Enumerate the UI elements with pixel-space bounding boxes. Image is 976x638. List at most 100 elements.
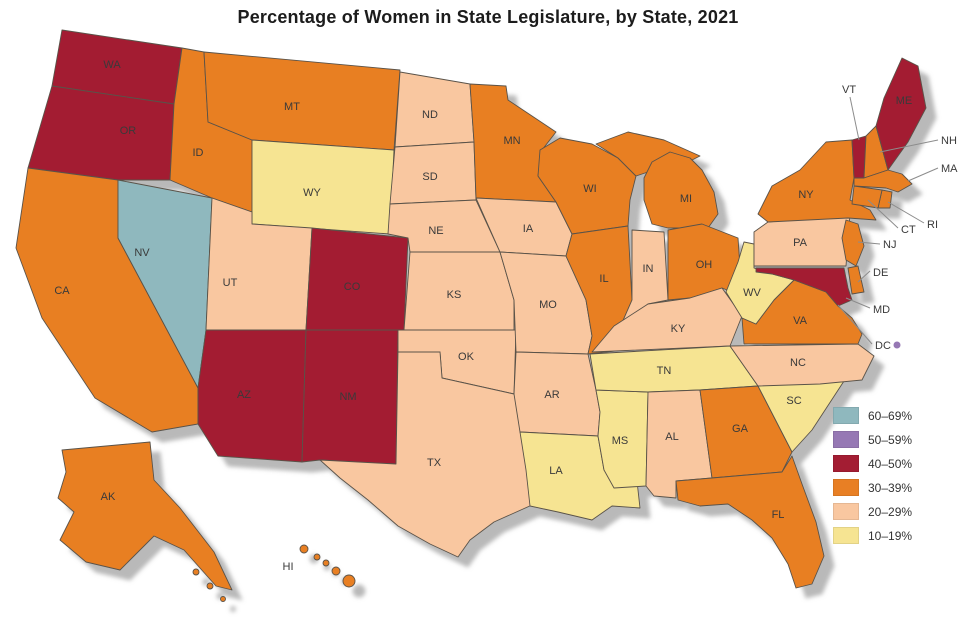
state-label-ia: IA (523, 223, 534, 235)
state-label-vt: VT (842, 84, 856, 96)
legend-item: 60–69% (833, 407, 912, 424)
state-label-la: LA (549, 465, 563, 477)
state-label-mt: MT (284, 101, 300, 113)
state-label-ar: AR (544, 389, 559, 401)
legend-item-label: 10–19% (868, 528, 913, 543)
legend-item: 40–50% (833, 455, 912, 472)
state-label-ca: CA (54, 285, 70, 297)
state-ks (403, 251, 515, 331)
land-layer (15, 29, 927, 602)
state-label-nh: NH (941, 135, 957, 147)
callout-line-ri (887, 201, 925, 224)
legend-swatch-10-19 (833, 527, 859, 544)
state-ga (699, 385, 793, 479)
state-label-ok: OK (458, 351, 475, 363)
state-label-mi: MI (680, 193, 692, 205)
state-ak-island (206, 582, 214, 590)
state-label-ny: NY (798, 189, 814, 201)
state-label-ak: AK (101, 491, 116, 503)
state-co (305, 227, 409, 331)
state-ak (57, 441, 233, 591)
state-label-mo: MO (539, 299, 557, 311)
state-hi-island (322, 559, 330, 567)
legend-item: 50–59% (833, 431, 912, 448)
legend-swatch-60-69 (833, 407, 859, 424)
callout-line-vt (849, 96, 860, 141)
state-label-nm: NM (339, 391, 356, 403)
state-label-wa: WA (103, 59, 121, 71)
legend-item-label: 20–29% (868, 504, 913, 519)
state-label-in: IN (643, 263, 654, 275)
state-label-sc: SC (786, 395, 801, 407)
state-hi-island (331, 566, 341, 576)
state-label-co: CO (344, 281, 361, 293)
state-label-de: DE (873, 267, 888, 279)
state-label-ri: RI (927, 219, 938, 231)
map-title: Percentage of Women in State Legislature… (237, 7, 739, 27)
state-tx (319, 351, 533, 558)
state-label-az: AZ (237, 389, 251, 401)
state-label-ks: KS (447, 289, 462, 301)
state-md (755, 267, 853, 307)
state-label-nd: ND (422, 109, 438, 121)
legend-swatch-50-59 (833, 431, 859, 448)
state-label-ms: MS (612, 435, 629, 447)
state-label-ct: CT (901, 224, 916, 236)
state-label-nj: NJ (883, 239, 896, 251)
state-label-va: VA (793, 315, 808, 327)
legend: 60–69% 50–59% 40–50% 30–39% 20–29% 10–19… (833, 407, 912, 544)
state-de (847, 265, 865, 295)
state-fl (675, 455, 825, 589)
legend-item: 20–29% (833, 503, 912, 520)
state-label-me: ME (896, 95, 913, 107)
state-hi-island (299, 544, 309, 554)
state-label-nv: NV (134, 247, 150, 259)
legend-item: 30–39% (833, 479, 912, 496)
state-ky (591, 287, 743, 353)
state-label-sd: SD (422, 171, 437, 183)
state-label-wy: WY (303, 187, 321, 199)
legend-swatch-30-39 (833, 479, 859, 496)
state-label-nc: NC (790, 357, 806, 369)
state-label-mn: MN (503, 135, 520, 147)
state-ma (853, 169, 913, 193)
state-label-ga: GA (732, 423, 749, 435)
legend-item-label: 30–39% (868, 480, 913, 495)
state-label-fl: FL (772, 509, 785, 521)
state-az (197, 329, 307, 463)
dc-dot (893, 341, 901, 349)
state-hi-island (342, 574, 356, 588)
state-ak-island (192, 568, 200, 576)
callout-line-nj (857, 241, 881, 245)
legend-item-label: 50–59% (868, 432, 913, 447)
state-label-pa: PA (793, 237, 808, 249)
state-label-al: AL (665, 431, 678, 443)
state-label-id: ID (193, 147, 204, 159)
state-wy (251, 139, 395, 235)
state-label-layer: WA OR CA NV ID MT WY UT CO AZ NM ND SD NE KS OK TX MN IA MO… (54, 59, 912, 573)
state-or (27, 85, 175, 181)
legend-swatch-20-29 (833, 503, 859, 520)
state-label-oh: OH (696, 259, 713, 271)
state-wi (537, 137, 637, 235)
callout-line-ct (867, 199, 899, 229)
legend-item-label: 40–50% (868, 456, 913, 471)
callout-line-nh (879, 139, 939, 153)
callout-line-dc (837, 304, 873, 345)
legend-item: 10–19% (833, 527, 912, 544)
state-label-wi: WI (583, 183, 596, 195)
callout-line-de (857, 270, 871, 283)
state-il (565, 225, 633, 355)
state-label-dc: DC (875, 340, 891, 352)
callout-line-ma (907, 167, 939, 182)
callout-line-md (845, 297, 871, 309)
state-me (875, 57, 927, 171)
state-label-ma: MA (941, 163, 958, 175)
state-ct (851, 185, 883, 209)
state-label-or: OR (120, 125, 137, 137)
state-label-ut: UT (223, 277, 238, 289)
state-label-ne: NE (428, 225, 443, 237)
state-label-wv: WV (743, 287, 761, 299)
